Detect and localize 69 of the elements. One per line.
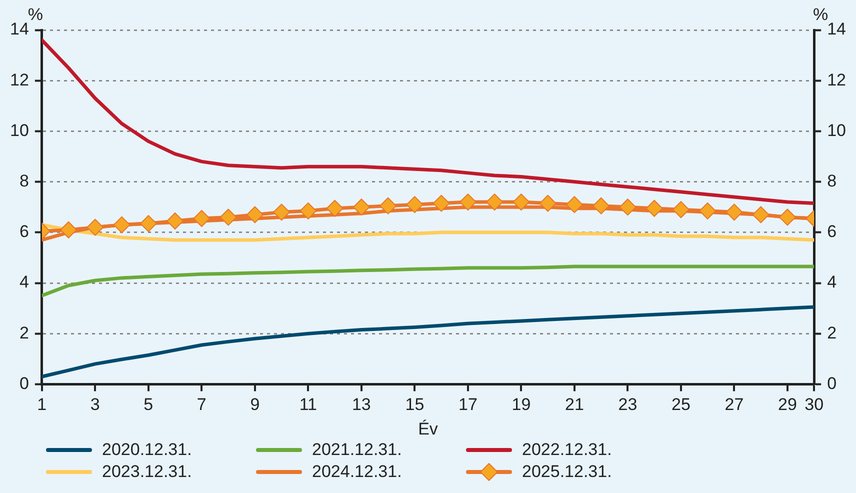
x-tick-label: 29 <box>778 395 797 414</box>
point <box>486 194 504 211</box>
x-tick-label: 1 <box>37 395 47 414</box>
x-tick-label: 21 <box>564 395 584 414</box>
point <box>220 208 237 226</box>
point <box>86 218 104 236</box>
point <box>352 198 370 216</box>
y-tick-label: 4 <box>19 272 29 292</box>
x-tick-label: 7 <box>196 395 206 414</box>
x-tick-label: 17 <box>458 395 478 414</box>
x-tick-label: 27 <box>724 395 744 414</box>
point <box>699 202 716 220</box>
x-tick-label: 9 <box>250 395 260 414</box>
x-axis-title: Év <box>418 419 438 438</box>
point <box>113 216 130 234</box>
point <box>778 208 796 226</box>
y-tick-label: 10 <box>10 120 29 140</box>
point <box>726 204 743 221</box>
y-tick-label: 8 <box>19 171 29 190</box>
y-tick-label: 2 <box>19 323 29 342</box>
point <box>566 196 583 214</box>
x-tick-label: 11 <box>299 395 318 414</box>
y2-tick-label: 2 <box>827 323 837 342</box>
y2-tick-label: 0 <box>827 374 837 393</box>
point <box>140 215 157 232</box>
point <box>380 197 397 214</box>
point <box>60 221 78 238</box>
legend-label: 2023.12.31. <box>102 462 192 482</box>
point <box>459 194 476 211</box>
point <box>646 200 663 217</box>
y2-tick-label: 12 <box>827 70 846 90</box>
x-tick-label: 15 <box>405 395 424 414</box>
point <box>672 201 690 218</box>
y-axis-title: % <box>28 5 44 24</box>
point <box>619 198 636 216</box>
point <box>300 202 317 220</box>
point <box>512 194 530 211</box>
legend-label: 2021.12.31. <box>312 440 402 460</box>
x-tick-label: 3 <box>90 395 100 414</box>
point <box>539 194 556 212</box>
point <box>193 210 210 227</box>
y2-axis-title: % <box>812 5 828 24</box>
x-tick-label: 5 <box>144 395 154 414</box>
x-tick-label: 13 <box>352 395 371 414</box>
y2-tick-label: 8 <box>827 171 837 190</box>
legend-label: 2022.12.31. <box>522 440 612 460</box>
y2-tick-label: 4 <box>827 272 837 292</box>
point <box>406 196 424 214</box>
y2-tick-label: 14 <box>827 20 846 39</box>
y-tick-label: 6 <box>19 222 29 242</box>
x-tick-label: 19 <box>512 395 531 414</box>
x-tick-label: 23 <box>618 395 638 414</box>
y2-tick-label: 10 <box>827 120 846 140</box>
legend-label: 2025.12.31. <box>522 462 612 482</box>
point <box>166 212 184 230</box>
point <box>752 206 770 224</box>
point <box>592 197 610 214</box>
point <box>326 200 344 217</box>
legend-label: 2024.12.31. <box>312 462 402 482</box>
point <box>246 206 264 224</box>
x-tick-label: 30 <box>804 395 824 414</box>
y2-tick-label: 6 <box>827 222 837 242</box>
legend-label: 2020.12.31. <box>102 440 192 460</box>
x-tick-label: 25 <box>671 395 690 414</box>
y-tick-label: 14 <box>10 20 29 39</box>
point <box>432 194 450 212</box>
y-tick-label: 12 <box>10 70 29 90</box>
y-tick-label: 0 <box>19 374 29 393</box>
point <box>273 204 290 221</box>
